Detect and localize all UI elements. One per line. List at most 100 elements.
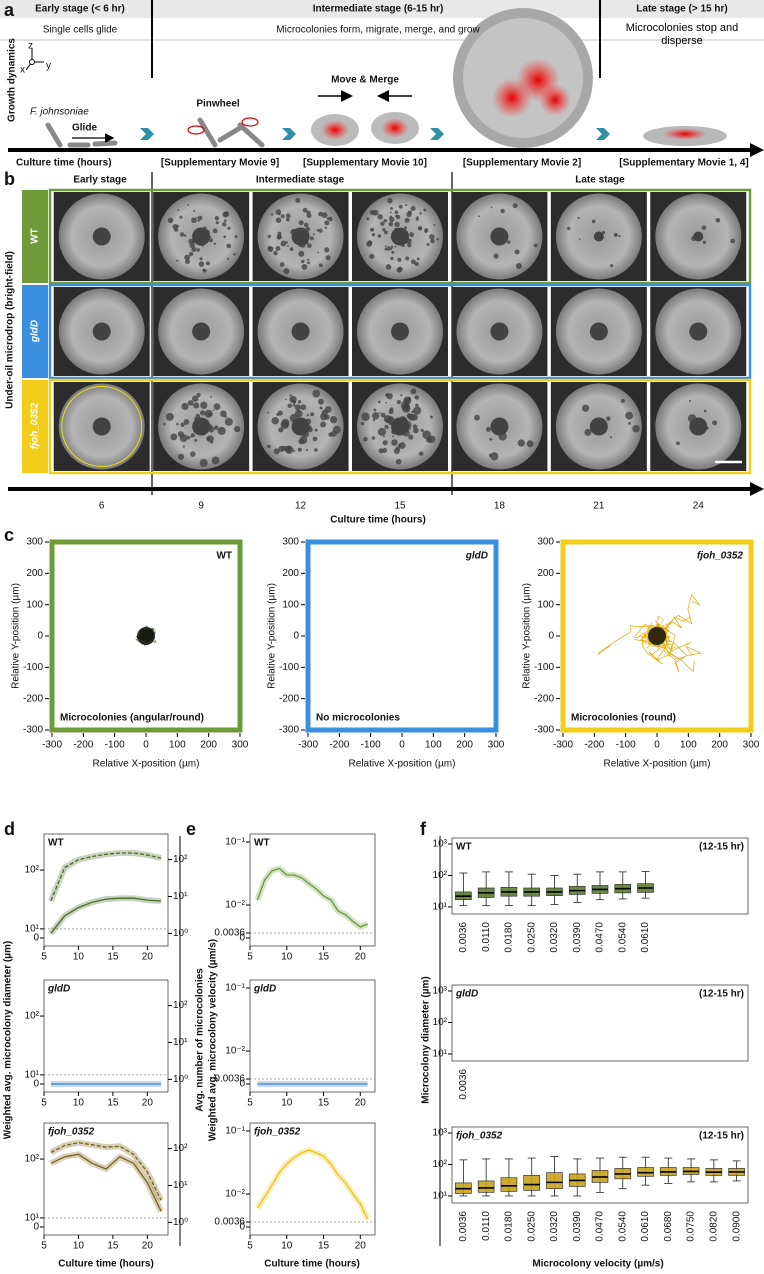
colony-spot — [394, 221, 400, 228]
step-label: Glide — [72, 123, 97, 134]
colony-spot — [227, 226, 231, 230]
colony-spot — [366, 217, 370, 221]
panel-label: c — [4, 525, 14, 545]
colony-spot — [183, 234, 187, 237]
colony-spot — [398, 443, 402, 447]
strain-label: gldD — [30, 320, 41, 343]
colony-spot — [402, 421, 407, 426]
colony-spot — [305, 418, 312, 425]
colony-spot — [206, 423, 213, 430]
colony-spot — [610, 264, 614, 268]
x-tick-label: 10 — [73, 1098, 85, 1109]
colony-spot — [306, 425, 312, 431]
colony-spot — [287, 245, 289, 247]
y-tick-label: 0 — [33, 1222, 39, 1233]
colony-spot — [406, 396, 412, 402]
colony-spot — [275, 245, 281, 251]
colony-spot — [206, 435, 214, 443]
y-label: Growth dynamics — [7, 38, 18, 122]
colony-spot — [478, 215, 480, 218]
x-tick-label: -300 — [553, 740, 573, 751]
plot-frame — [43, 833, 169, 947]
strain-label: WT — [456, 842, 472, 853]
strain-frame — [48, 378, 752, 475]
axis-label: y — [46, 61, 51, 72]
category-label: 0.0320 — [549, 1211, 560, 1242]
series-line — [50, 852, 162, 902]
colony-spot — [606, 416, 611, 421]
y-tick-label: 10³ — [433, 1128, 448, 1139]
colony-spot — [697, 426, 700, 429]
stage-desc-box: Microcolonies stop and disperse — [626, 22, 739, 47]
x-tick-label: 300 — [488, 740, 505, 751]
colony-spot — [369, 253, 375, 259]
y-tick-label: 10⁻¹ — [225, 837, 245, 848]
colony-spot — [279, 262, 285, 267]
colony-spot — [380, 221, 385, 226]
x-tick-label: 5 — [41, 1241, 47, 1252]
colony-spot — [213, 242, 216, 245]
colony-spot — [289, 247, 294, 252]
colony-spot — [296, 423, 302, 429]
strain-label: WT — [216, 551, 232, 562]
colony-spot — [196, 392, 201, 398]
colony-spot — [193, 209, 196, 212]
colony-spot — [402, 429, 410, 437]
y-tick-label: 200 — [282, 568, 299, 579]
colony-spot — [321, 407, 323, 410]
colony-spot — [292, 228, 297, 233]
colony-spot — [418, 451, 424, 456]
colony-spot — [185, 259, 190, 265]
colony-spot — [498, 432, 507, 441]
center-spot — [192, 322, 211, 341]
colony-spot — [280, 214, 285, 219]
colony-spot — [278, 212, 281, 216]
colony-spot — [306, 448, 309, 451]
colony-spot — [276, 234, 282, 240]
colony-spot — [318, 211, 324, 217]
colony-spot — [298, 250, 305, 257]
x-tick-label: 10 — [73, 952, 85, 963]
colony-spot — [316, 229, 320, 232]
x-tick-label: -100 — [361, 740, 381, 751]
colony-spot — [324, 226, 327, 230]
colony-spot — [226, 243, 232, 249]
plot-frame — [249, 833, 376, 947]
colony-spot — [184, 254, 190, 261]
colony-spot — [414, 261, 419, 267]
plot-frame — [43, 979, 169, 1093]
colony-spot — [400, 231, 404, 235]
colony-spot — [417, 226, 423, 231]
colony-spot — [407, 242, 412, 248]
colony-spot — [410, 388, 417, 395]
time-label: 9 — [198, 501, 204, 512]
colony-spot — [273, 250, 278, 256]
x-tick-label: 100 — [680, 740, 697, 751]
colony-spot — [404, 226, 408, 230]
x-tick-label: 5 — [247, 1098, 253, 1109]
colony-spot — [385, 418, 389, 422]
colony-spot — [267, 444, 271, 449]
colony-spot — [304, 231, 308, 234]
colony-spot — [625, 411, 634, 420]
y-tick-label: 0.0036 — [214, 928, 245, 939]
time-label: 24 — [693, 501, 705, 512]
y-tick-label: 0.0036 — [214, 1074, 245, 1085]
colony-spot — [581, 404, 590, 412]
x-tick-label: -200 — [329, 740, 349, 751]
colony-spot — [223, 235, 226, 239]
colony-spot — [293, 449, 296, 452]
y-label: Weighted avg. microcolony diameter (µm) — [3, 941, 14, 1139]
y-label: Microcolony diameter (µm) — [421, 976, 432, 1103]
colony-spot — [361, 412, 370, 421]
colony-spot — [300, 404, 307, 411]
colony-spot — [281, 418, 290, 428]
colony-spot — [285, 398, 287, 401]
colony-spot — [318, 228, 323, 233]
colony-spot — [396, 235, 401, 240]
colony-spot — [390, 206, 393, 210]
organism: F. johnsoniae — [30, 107, 89, 118]
stage-title: Early stage (< 6 hr) — [35, 4, 125, 15]
y2-label: Avg. number of microcolonies — [195, 968, 206, 1112]
colony-spot — [500, 422, 507, 429]
